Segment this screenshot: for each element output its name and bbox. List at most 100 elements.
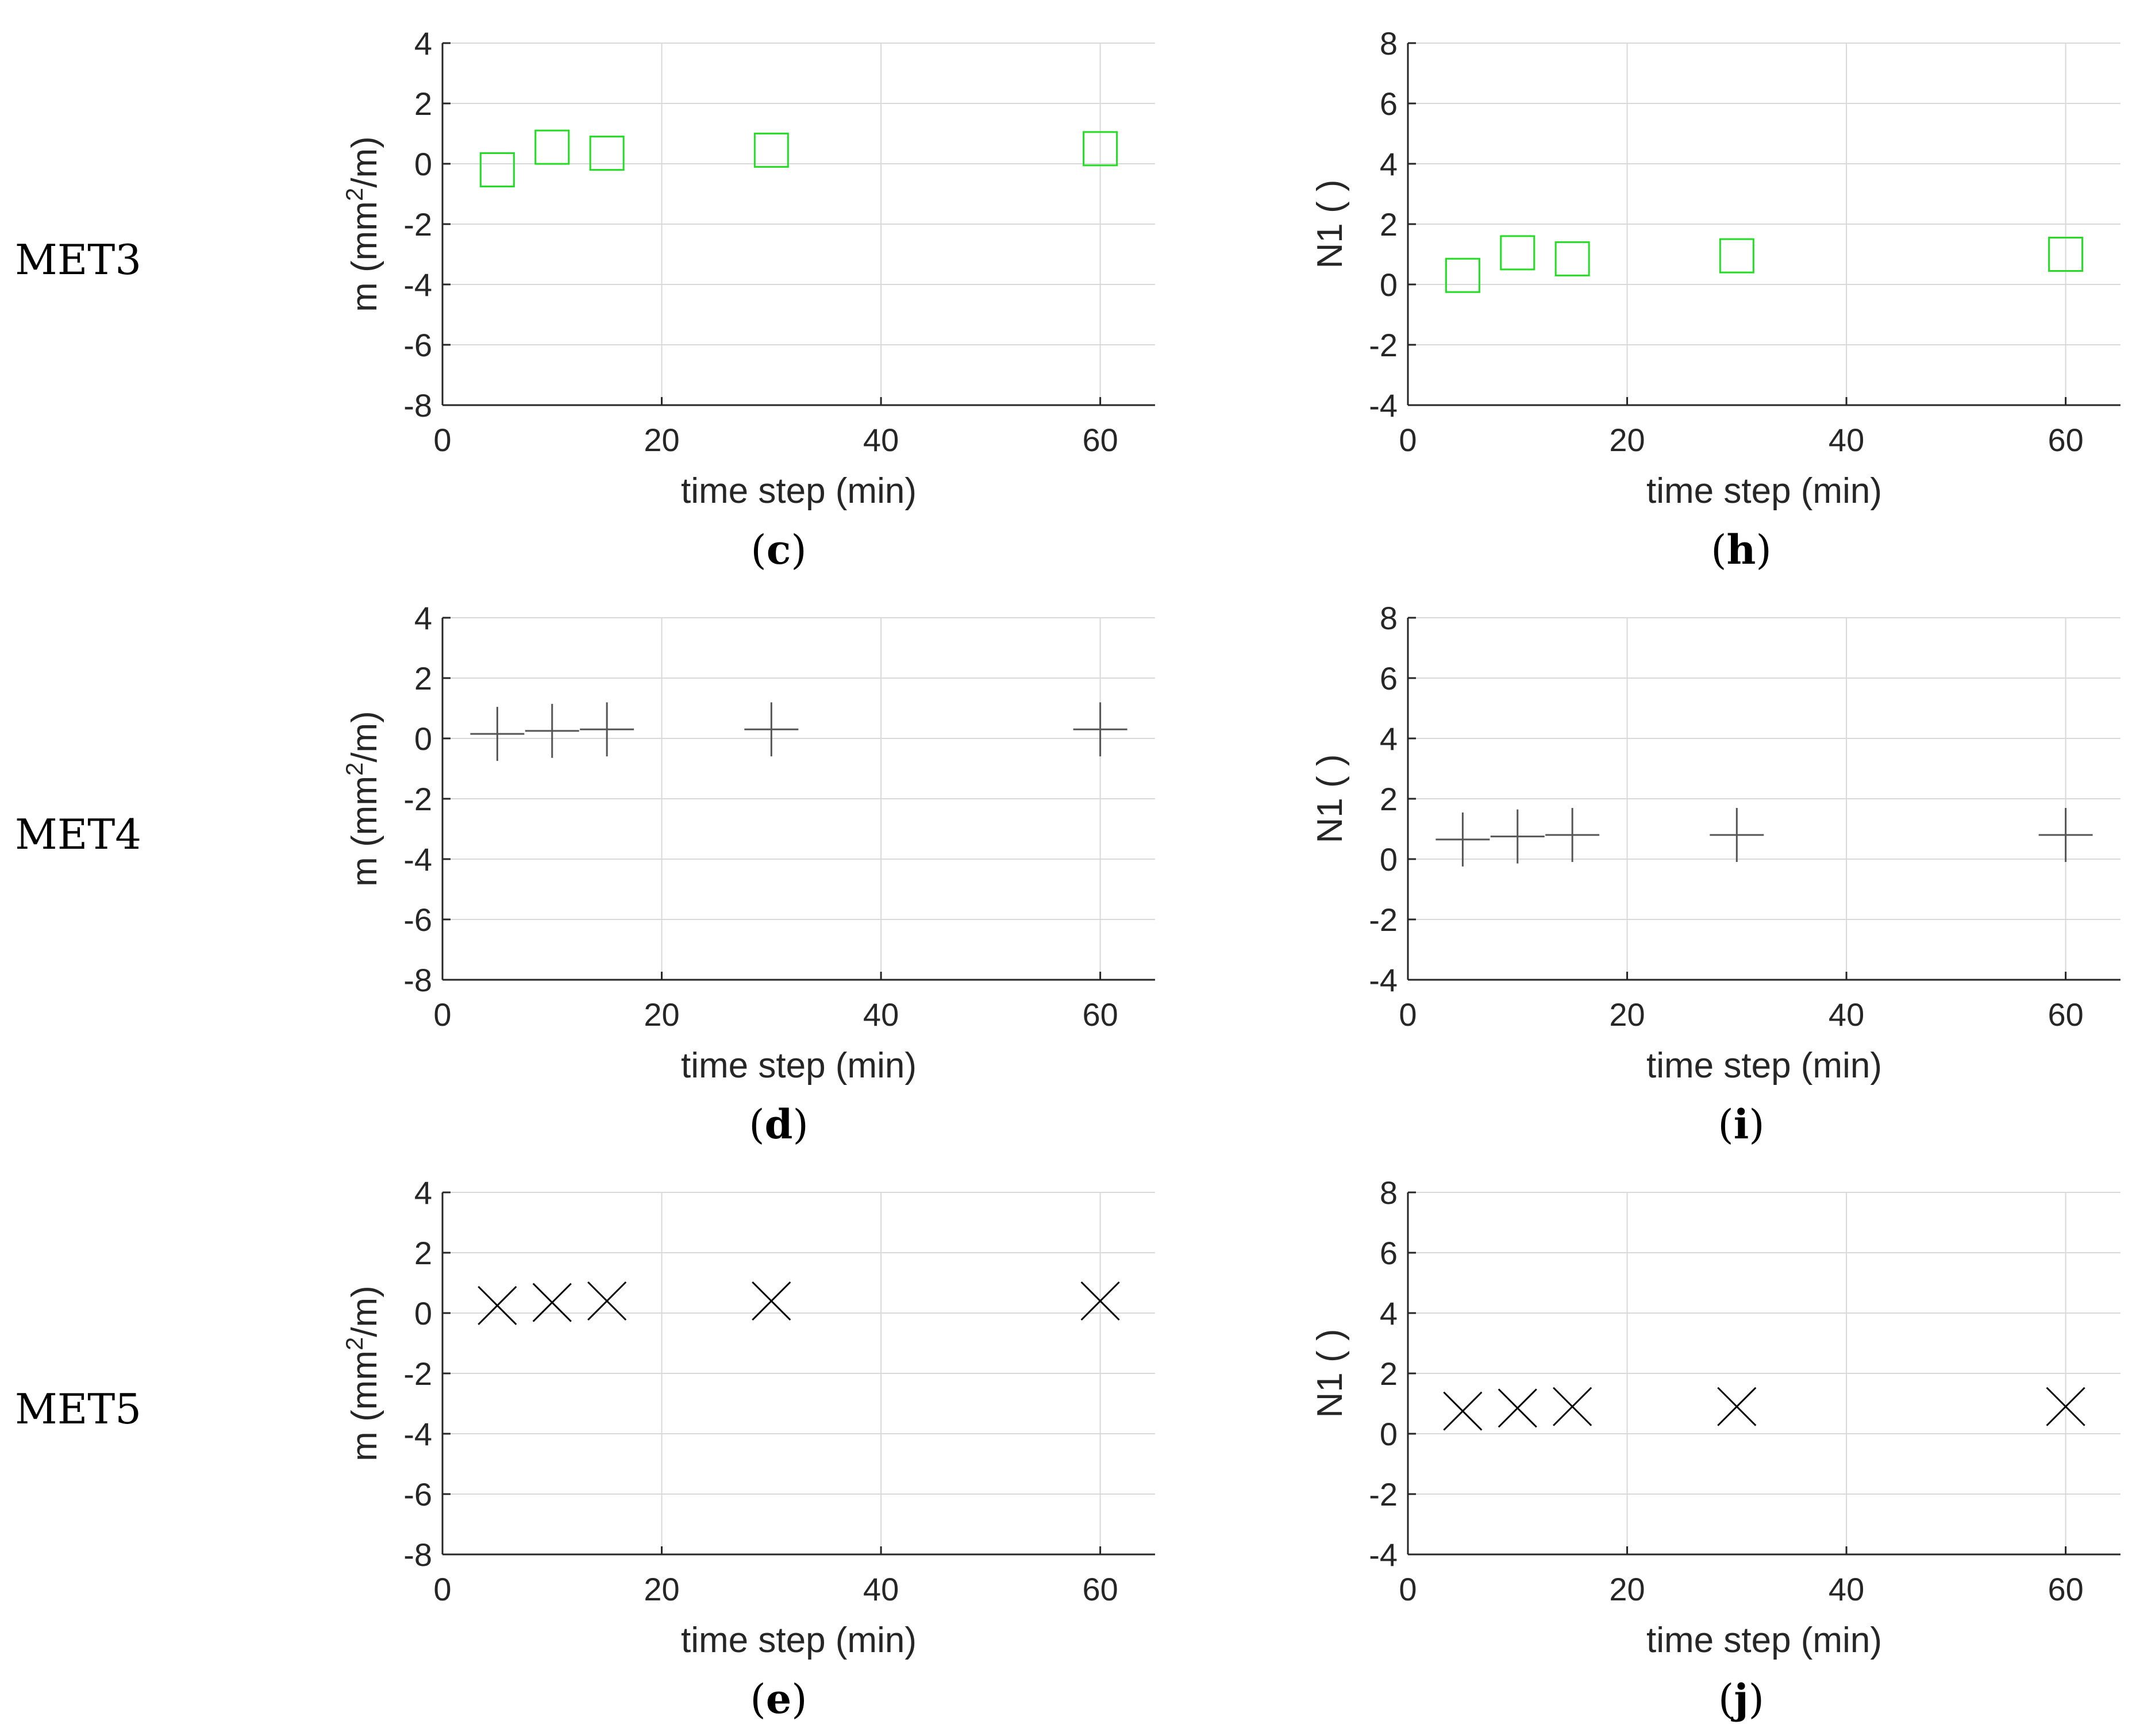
row-label-met3: MET3 — [15, 236, 142, 284]
data-point-e-4 — [1080, 1281, 1120, 1321]
data-point-i-2 — [1545, 808, 1600, 862]
x-tick-label: 60 — [1082, 996, 1118, 1033]
data-point-h-3 — [1719, 238, 1754, 274]
data-point-j-3 — [1717, 1387, 1757, 1426]
y-tick-label: 2 — [1380, 1356, 1398, 1392]
y-tick-label: -6 — [403, 1476, 432, 1512]
panel-label-j: (j) — [1718, 1675, 1764, 1723]
y-tick-label: 0 — [1380, 841, 1398, 877]
y-axis-label: N1 ( ) — [1310, 180, 1350, 269]
y-tick-label: 0 — [414, 721, 432, 757]
x-tick-label: 20 — [1609, 996, 1645, 1033]
x-tick-label: 0 — [433, 422, 451, 458]
y-tick-label: 4 — [1380, 721, 1398, 757]
y-tick-label: 4 — [1380, 1295, 1398, 1331]
data-point-j-0 — [1443, 1391, 1483, 1431]
chart-h: 0 20 40 60 -4 -2 0 2 4 6 8 time step (min) N1 ( ) — [1310, 25, 2120, 511]
data-point-i-4 — [2038, 808, 2093, 862]
data-point-d-1 — [525, 703, 579, 758]
y-tick-label: -2 — [403, 781, 432, 817]
y-axis-label: m (mm2/m) — [341, 136, 384, 312]
y-tick-label: 0 — [414, 146, 432, 182]
x-tick-label: 20 — [1609, 422, 1645, 458]
x-tick-label: 40 — [1829, 1571, 1864, 1607]
y-axis-label-suffix: /m) — [345, 1285, 384, 1337]
y-tick-label: -4 — [1369, 387, 1398, 424]
panel-label-d: (d) — [749, 1100, 809, 1148]
data-point-e-0 — [478, 1285, 517, 1325]
x-axis-label: time step (min) — [1646, 1046, 1882, 1086]
data-point-j-4 — [2046, 1387, 2085, 1426]
x-tick-label: 0 — [1399, 996, 1417, 1033]
y-tick-label: 8 — [1380, 600, 1398, 636]
y-tick-label: -6 — [403, 327, 432, 363]
x-tick-label: 0 — [1399, 1571, 1417, 1607]
x-tick-label: 60 — [1082, 422, 1118, 458]
data-point-d-4 — [1073, 702, 1127, 757]
x-tick-label: 20 — [644, 422, 679, 458]
y-tick-label: -8 — [403, 387, 432, 424]
y-tick-label: 8 — [1380, 1175, 1398, 1211]
data-point-e-1 — [532, 1283, 572, 1322]
y-tick-label: 0 — [1380, 1416, 1398, 1452]
data-point-i-0 — [1435, 812, 1490, 867]
data-point-j-2 — [1553, 1387, 1592, 1426]
y-tick-label: -4 — [403, 841, 432, 877]
y-tick-label: -2 — [1369, 902, 1398, 938]
y-tick-label: 2 — [1380, 781, 1398, 817]
data-point-h-4 — [2048, 237, 2084, 272]
y-axis-label: N1 ( ) — [1310, 755, 1350, 844]
data-point-i-1 — [1490, 809, 1545, 864]
y-tick-label: 4 — [414, 25, 432, 61]
x-tick-label: 40 — [1829, 422, 1864, 458]
y-tick-label: 4 — [414, 600, 432, 636]
x-tick-label: 60 — [2048, 1571, 2083, 1607]
x-axis-label: time step (min) — [681, 1620, 917, 1660]
data-point-c-2 — [589, 136, 625, 171]
y-tick-label: 2 — [1380, 206, 1398, 242]
x-axis-label: time step (min) — [681, 1046, 917, 1086]
chart-i: 0 20 40 60 -4 -2 0 2 4 6 8 time step (min) N1 ( ) — [1310, 600, 2120, 1086]
y-axis-label-text: m (mm — [345, 201, 384, 312]
y-tick-label: -2 — [1369, 327, 1398, 363]
data-point-e-2 — [587, 1281, 627, 1321]
y-axis-label-superscript: 2 — [341, 1337, 368, 1350]
x-tick-label: 20 — [644, 996, 679, 1033]
data-point-i-3 — [1710, 808, 1764, 862]
y-axis-label-superscript: 2 — [341, 188, 368, 201]
data-point-d-2 — [580, 702, 634, 757]
y-tick-label: 4 — [414, 1175, 432, 1211]
y-axis-label-text: N1 ( ) — [1310, 180, 1350, 269]
row-label-met4: MET4 — [15, 810, 142, 859]
x-tick-label: 0 — [1399, 422, 1417, 458]
y-axis-label-suffix: /m) — [345, 136, 384, 188]
panel-label-i: (i) — [1718, 1100, 1765, 1148]
x-tick-label: 0 — [433, 996, 451, 1033]
y-tick-label: -2 — [403, 206, 432, 242]
data-point-e-3 — [752, 1281, 791, 1321]
y-tick-label: -2 — [1369, 1476, 1398, 1512]
y-tick-label: 4 — [1380, 146, 1398, 182]
y-tick-label: -4 — [403, 267, 432, 303]
y-tick-label: 8 — [1380, 25, 1398, 61]
x-axis-label: time step (min) — [1646, 1620, 1882, 1660]
y-tick-label: 6 — [1380, 1235, 1398, 1271]
panel-label-e: (e) — [750, 1675, 807, 1723]
y-tick-label: 2 — [414, 660, 432, 696]
y-axis-label-suffix: /m) — [345, 711, 384, 763]
data-point-c-1 — [534, 129, 570, 165]
panel-label-h: (h) — [1711, 526, 1772, 573]
y-tick-label: 0 — [414, 1295, 432, 1331]
y-tick-label: -4 — [1369, 1537, 1398, 1573]
y-axis-label-text: N1 ( ) — [1310, 1329, 1350, 1418]
y-axis-label-text: m (mm — [345, 776, 384, 887]
x-axis-label: time step (min) — [681, 471, 917, 511]
panel-label-c: (c) — [751, 526, 807, 573]
x-tick-label: 60 — [2048, 996, 2083, 1033]
y-axis-label-text: N1 ( ) — [1310, 755, 1350, 844]
y-axis-label: N1 ( ) — [1310, 1329, 1350, 1418]
data-point-j-1 — [1498, 1388, 1537, 1428]
